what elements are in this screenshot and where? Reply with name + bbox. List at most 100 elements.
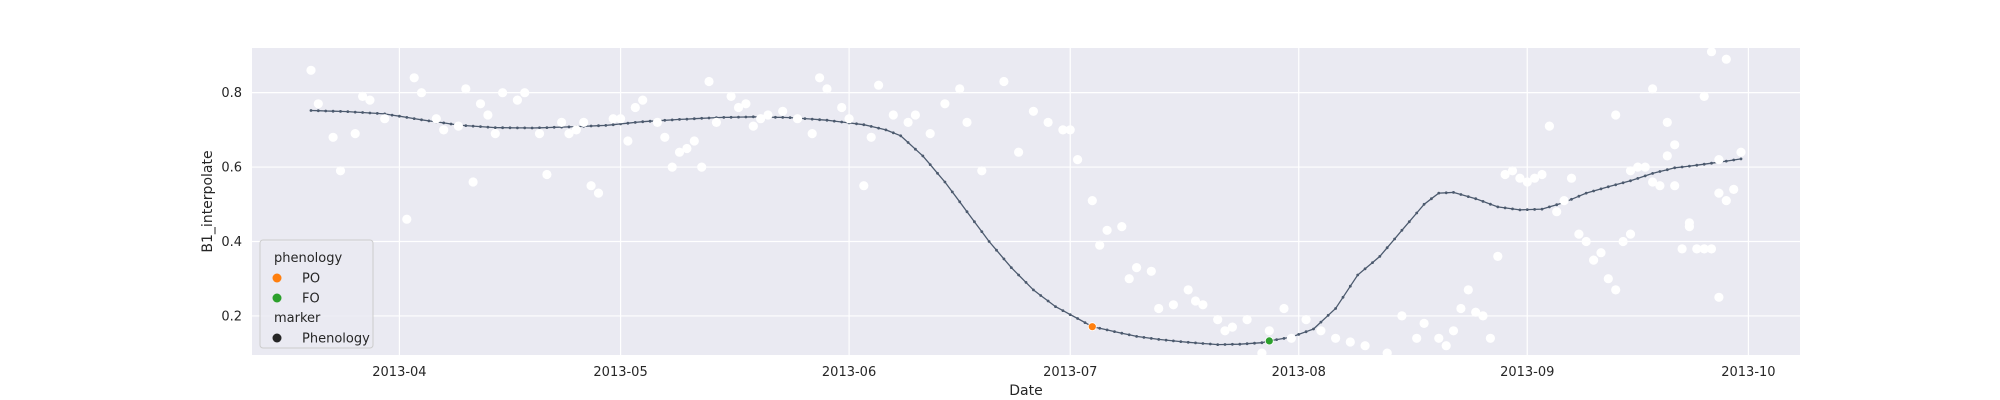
interpolation-point [1407, 220, 1411, 224]
x-tick-label: 2013-10 [1721, 365, 1775, 380]
observation-point [888, 110, 898, 120]
interpolation-point [788, 116, 792, 119]
observation-point [999, 76, 1009, 87]
interpolation-point [1201, 342, 1205, 345]
observation-point [733, 102, 744, 113]
interpolation-point [1548, 205, 1551, 209]
observation-point [608, 114, 618, 124]
x-tick-label: 2013-06 [822, 365, 876, 380]
interpolation-point [1120, 331, 1124, 335]
observation-point [358, 91, 368, 101]
observation-point [1566, 173, 1577, 183]
observation-point [977, 166, 987, 176]
interpolation-point [508, 126, 512, 130]
observation-point [955, 84, 965, 94]
interpolation-point [346, 110, 350, 113]
interpolation-point [479, 125, 482, 128]
interpolation-point [803, 117, 807, 120]
interpolation-point [1098, 326, 1102, 330]
interpolation-point [987, 240, 991, 243]
interpolation-point [943, 180, 947, 184]
observation-point [557, 117, 567, 127]
observation-point [1714, 155, 1724, 165]
observation-point [711, 117, 722, 127]
observation-point [335, 166, 346, 176]
interpolation-point [1312, 327, 1315, 331]
observation-point [1611, 285, 1621, 295]
interpolation-point [855, 122, 858, 126]
observation-point [1655, 181, 1665, 191]
interpolation-point [1437, 191, 1441, 195]
y-axis-ticks: 0.2 0.4 0.6 0.8 [221, 86, 242, 324]
observation-point [534, 129, 545, 139]
observation-point [844, 114, 854, 124]
observation-point [1507, 166, 1518, 176]
interpolation-point [641, 120, 645, 124]
interpolation-point [1009, 266, 1013, 269]
observation-point [807, 129, 817, 139]
observation-point [1699, 91, 1709, 101]
observation-point [1596, 248, 1606, 258]
interpolation-point [877, 126, 880, 130]
x-axis-title: Date [1009, 383, 1042, 399]
observation-point [1485, 333, 1495, 343]
observation-point [697, 162, 707, 172]
observation-point [1589, 255, 1599, 265]
interpolation-point [464, 124, 468, 127]
interpolation-point [1599, 187, 1603, 191]
interpolation-point [1592, 189, 1595, 193]
interpolation-point [1054, 305, 1057, 308]
observation-point [726, 91, 736, 101]
interpolation-point [523, 126, 527, 130]
observation-point [1478, 311, 1488, 321]
observation-point [1190, 296, 1201, 306]
interpolation-point [1297, 333, 1301, 336]
interpolation-point [884, 128, 888, 132]
interpolation-point [1017, 273, 1020, 277]
observation-point [1087, 196, 1097, 206]
observation-point [1198, 300, 1208, 310]
interpolation-point [1415, 211, 1419, 215]
interpolation-point [1238, 342, 1242, 346]
interpolation-point [936, 171, 939, 175]
interpolation-point [1326, 313, 1330, 317]
interpolation-point [1068, 313, 1072, 316]
interpolation-point [1732, 158, 1736, 162]
interpolation-point [980, 230, 984, 234]
interpolation-point [781, 116, 785, 119]
observation-point [1441, 341, 1451, 351]
interpolation-point [678, 118, 681, 121]
interpolation-point [1452, 191, 1455, 194]
interpolation-point [353, 110, 357, 114]
interpolation-point [1540, 207, 1544, 211]
interpolation-point [1643, 174, 1647, 178]
observation-point [1699, 244, 1709, 254]
observation-point [1456, 303, 1466, 314]
observation-point [792, 114, 803, 124]
observation-point [1375, 356, 1385, 366]
observation-point [623, 136, 633, 146]
observation-point [579, 117, 589, 127]
observation-point [837, 102, 847, 113]
observation-point [1264, 326, 1274, 336]
interpolation-point [1474, 197, 1478, 201]
observation-point [1625, 166, 1636, 176]
interpolation-point [1422, 202, 1426, 206]
observation-point [1552, 207, 1562, 217]
interpolation-point [1673, 166, 1677, 170]
observation-point [1448, 326, 1459, 336]
interpolation-point [648, 119, 652, 123]
observation-point [1242, 315, 1252, 325]
observation-point [1721, 196, 1731, 206]
observation-point [1102, 225, 1112, 235]
observation-point [306, 65, 316, 75]
interpolation-point [626, 121, 630, 125]
plot-area [252, 48, 1800, 355]
interpolation-point [368, 111, 372, 115]
observation-point [571, 125, 581, 135]
observation-point [1227, 322, 1237, 332]
observation-point [1286, 333, 1296, 343]
x-tick-label: 2013-09 [1500, 365, 1554, 380]
observation-point [903, 117, 913, 127]
